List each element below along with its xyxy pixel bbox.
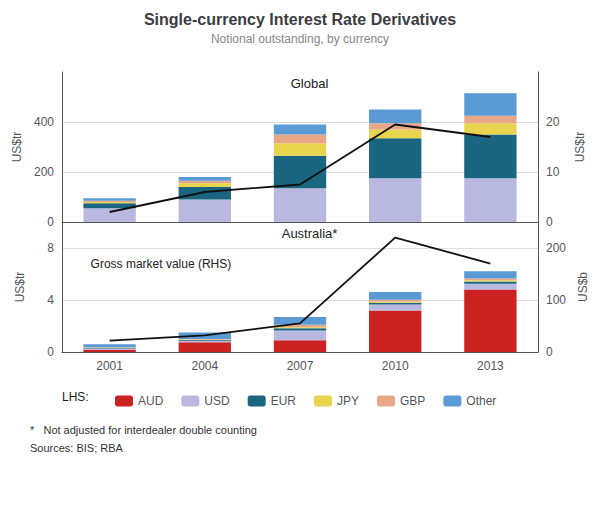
- svg-text:Global: Global: [291, 76, 329, 91]
- svg-text:0: 0: [546, 345, 553, 359]
- svg-text:Other: Other: [466, 394, 496, 408]
- svg-text:JPY: JPY: [337, 394, 359, 408]
- svg-text:US$tr: US$tr: [10, 132, 24, 163]
- svg-text:GBP: GBP: [400, 394, 425, 408]
- svg-text:10: 10: [546, 165, 560, 179]
- svg-text:200: 200: [546, 241, 566, 255]
- svg-text:0: 0: [546, 215, 553, 229]
- svg-text:US$tr: US$tr: [13, 272, 27, 303]
- svg-text:2013: 2013: [477, 359, 504, 373]
- svg-text:Notional outstanding, by curre: Notional outstanding, by currency: [211, 32, 389, 46]
- svg-text:400: 400: [34, 115, 54, 129]
- svg-text:LHS:: LHS:: [62, 390, 89, 404]
- svg-text:Sources: BIS; RBA: Sources: BIS; RBA: [30, 442, 124, 454]
- svg-text:EUR: EUR: [271, 394, 297, 408]
- svg-text:Australia*: Australia*: [282, 226, 338, 241]
- svg-text:US$tr: US$tr: [573, 132, 587, 163]
- svg-text:100: 100: [546, 293, 566, 307]
- svg-text:* Not adjusted for interdeal: * Not adjusted for interdealer double co…: [30, 424, 257, 436]
- svg-text:0: 0: [47, 345, 54, 359]
- svg-text:2010: 2010: [382, 359, 409, 373]
- svg-text:USD: USD: [204, 394, 230, 408]
- svg-text:0: 0: [47, 215, 54, 229]
- svg-text:US$b: US$b: [576, 272, 590, 302]
- svg-text:2007: 2007: [287, 359, 314, 373]
- svg-text:2004: 2004: [191, 359, 218, 373]
- svg-text:4: 4: [47, 293, 54, 307]
- svg-text:20: 20: [546, 115, 560, 129]
- svg-text:8: 8: [47, 241, 54, 255]
- svg-text:200: 200: [34, 165, 54, 179]
- svg-text:Gross market value (RHS): Gross market value (RHS): [91, 257, 232, 271]
- svg-text:Single-currency Interest Rate: Single-currency Interest Rate Derivative…: [144, 11, 456, 28]
- svg-text:AUD: AUD: [138, 394, 164, 408]
- svg-text:2001: 2001: [96, 359, 123, 373]
